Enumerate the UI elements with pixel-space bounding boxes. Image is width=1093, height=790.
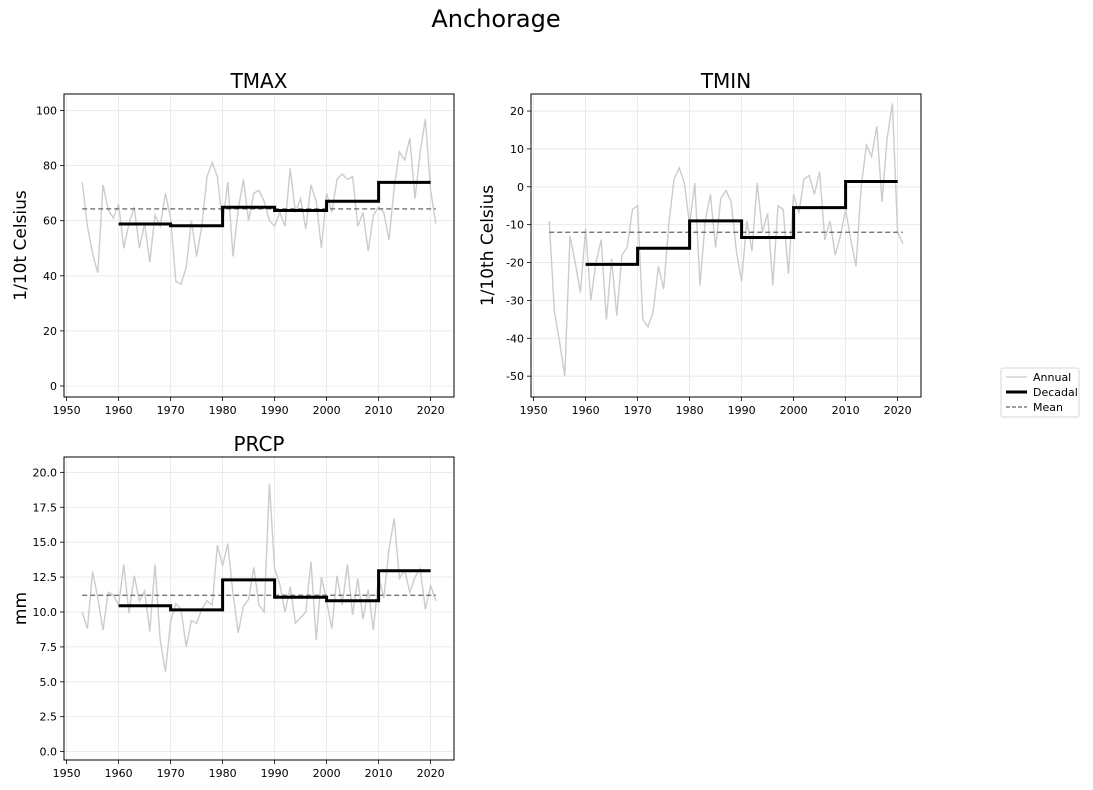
prcp-ytick-label-2: 5.0 xyxy=(40,676,58,689)
tmin-annual-line xyxy=(548,103,904,377)
tmin-xtick-label-3: 1980 xyxy=(676,404,704,417)
prcp-xtick-label-7: 2020 xyxy=(417,767,445,780)
legend-label-annual: Annual xyxy=(1033,371,1071,384)
figure-title: Anchorage xyxy=(431,5,560,33)
prcp-xtick-label-4: 1990 xyxy=(261,767,289,780)
legend-label-decadal: Decadal xyxy=(1033,386,1078,399)
prcp-xtick-label-5: 2000 xyxy=(313,767,341,780)
tmax-ytick-label-2: 40 xyxy=(43,270,57,283)
tmax-annual-line xyxy=(81,118,437,286)
tmin-xtick-label-5: 2000 xyxy=(780,404,808,417)
tmax-xtick-label-5: 2000 xyxy=(313,404,341,417)
tmin-ytick-label-7: 20 xyxy=(510,105,524,118)
panel-tmax: 1950 1960 1970 1980 1990 2000 2010 2020 0 20 40 60 8… xyxy=(11,69,455,417)
tmax-xtick-label-7: 2020 xyxy=(417,404,445,417)
tmin-xtick-label-0: 1950 xyxy=(520,404,548,417)
tmin-xtick-label-2: 1970 xyxy=(624,404,652,417)
tmax-xtick-label-2: 1970 xyxy=(157,404,185,417)
tmin-ytick-label-5: 0 xyxy=(517,181,524,194)
tmax-ytick-label-1: 20 xyxy=(43,325,57,338)
prcp-ytick-label-3: 7.5 xyxy=(40,641,58,654)
tmin-ytick-label-0: -50 xyxy=(506,370,524,383)
tmin-ytick-label-6: 10 xyxy=(510,143,524,156)
tmax-xtick-label-0: 1950 xyxy=(53,404,81,417)
prcp-xtick-label-2: 1970 xyxy=(157,767,185,780)
tmin-ylabel: 1/10th Celsius xyxy=(478,185,498,306)
prcp-ytick-label-7: 17.5 xyxy=(33,501,58,514)
prcp-xtick-label-3: 1980 xyxy=(209,767,237,780)
prcp-ytick-label-6: 15.0 xyxy=(33,536,58,549)
tmax-ytick-label-3: 60 xyxy=(43,215,57,228)
tmax-decadal-steps xyxy=(118,180,431,228)
tmin-decadal-steps xyxy=(585,180,898,266)
prcp-ytick-label-4: 10.0 xyxy=(33,606,58,619)
prcp-ytick-label-8: 20.0 xyxy=(33,466,58,479)
prcp-decadal-steps xyxy=(118,569,431,612)
prcp-xtick-label-1: 1960 xyxy=(105,767,133,780)
prcp-ytick-label-0: 0.0 xyxy=(40,746,58,759)
tmin-xtick-label-7: 2020 xyxy=(884,404,912,417)
legend-label-mean: Mean xyxy=(1033,401,1063,414)
prcp-ytick-label-1: 2.5 xyxy=(40,711,58,724)
legend: Annual Decadal Mean xyxy=(1000,367,1080,418)
prcp-ytick-label-5: 12.5 xyxy=(33,571,58,584)
prcp-ylabel: mm xyxy=(11,592,31,625)
tmax-ylabel: 1/10t Celsius xyxy=(11,190,31,301)
tmax-ytick-label-0: 0 xyxy=(50,380,57,393)
prcp-annual-line xyxy=(81,483,437,673)
tmax-title: TMAX xyxy=(230,69,288,93)
prcp-axes-frame xyxy=(63,456,455,761)
tmin-xtick-label-1: 1960 xyxy=(572,404,600,417)
prcp-title: PRCP xyxy=(234,432,285,456)
tmax-xtick-label-3: 1980 xyxy=(209,404,237,417)
tmin-ytick-label-2: -30 xyxy=(506,294,524,307)
tmin-xtick-label-6: 2010 xyxy=(832,404,860,417)
tmin-ytick-label-1: -40 xyxy=(506,332,524,345)
prcp-xtick-label-6: 2010 xyxy=(365,767,393,780)
tmax-xtick-label-6: 2010 xyxy=(365,404,393,417)
prcp-xtick-label-0: 1950 xyxy=(53,767,81,780)
tmin-title: TMIN xyxy=(700,69,751,93)
panel-tmin: 1950 1960 1970 1980 1990 2000 2010 2020-50-40-3… xyxy=(478,69,922,417)
tmax-xtick-label-1: 1960 xyxy=(105,404,133,417)
panel-prcp: 1950 1960 1970 1980 1990 2000 2010 2020 0.0 2.5 5.… xyxy=(11,432,455,780)
tmin-xtick-label-4: 1990 xyxy=(728,404,756,417)
tmin-ytick-label-3: -20 xyxy=(506,257,524,270)
legend-frame xyxy=(1000,367,1080,418)
tmax-axes-frame xyxy=(63,93,455,398)
tmax-xtick-label-4: 1990 xyxy=(261,404,289,417)
tmax-ytick-label-5: 100 xyxy=(36,105,57,118)
tmax-ytick-label-4: 80 xyxy=(43,160,57,173)
tmin-axes-frame xyxy=(530,93,922,398)
tmin-ytick-label-4: -10 xyxy=(506,219,524,232)
